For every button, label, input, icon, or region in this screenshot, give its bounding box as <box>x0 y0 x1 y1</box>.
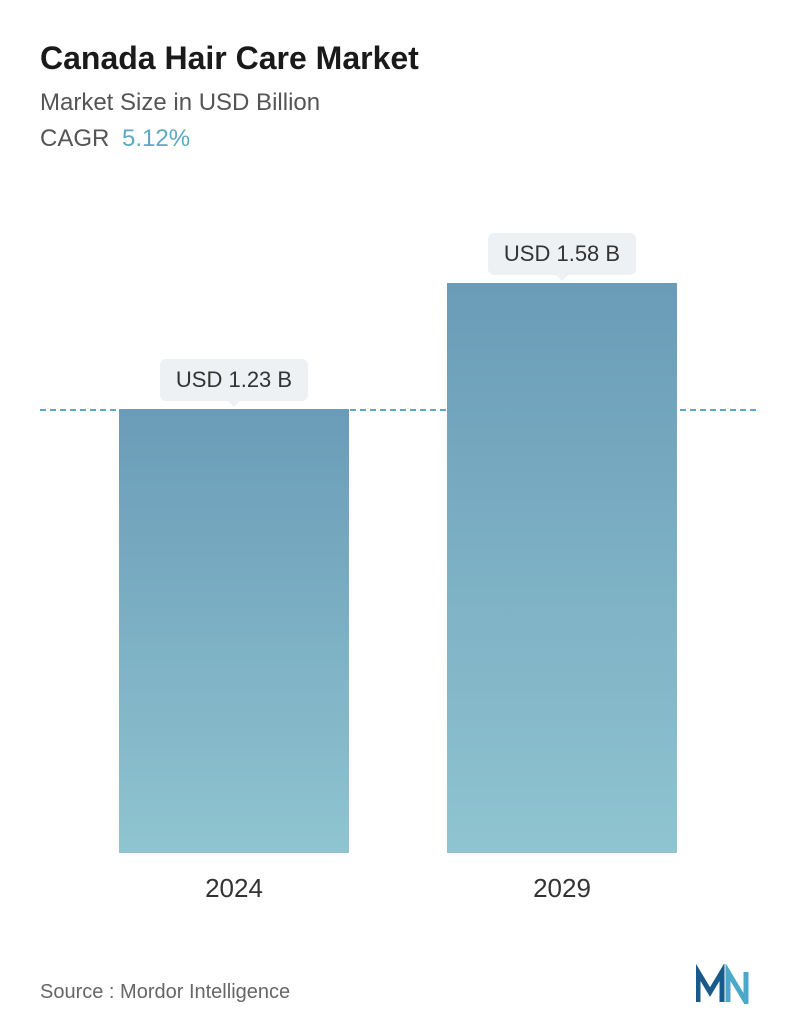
chart-title: Canada Hair Care Market <box>40 40 756 77</box>
bar-2029 <box>447 283 677 853</box>
cagr-row: CAGR 5.12% <box>40 125 756 153</box>
source-text: Source : Mordor Intelligence <box>40 981 290 1004</box>
logo-icon <box>696 964 756 1004</box>
x-label-2024: 2024 <box>119 873 349 904</box>
value-badge-2029: USD 1.58 B <box>488 233 636 275</box>
x-axis-labels: 2024 2029 <box>40 873 756 904</box>
cagr-label: CAGR <box>40 125 109 152</box>
cagr-value: 5.12% <box>122 125 190 152</box>
bar-2024 <box>119 409 349 853</box>
footer: Source : Mordor Intelligence <box>40 964 756 1004</box>
bar-group-2029: USD 1.58 B <box>447 233 677 853</box>
x-label-2029: 2029 <box>447 873 677 904</box>
chart-area: USD 1.23 B USD 1.58 B <box>40 213 756 853</box>
value-badge-2024: USD 1.23 B <box>160 359 308 401</box>
bar-group-2024: USD 1.23 B <box>119 359 349 853</box>
chart-subtitle: Market Size in USD Billion <box>40 89 756 117</box>
bars-container: USD 1.23 B USD 1.58 B <box>70 213 726 853</box>
